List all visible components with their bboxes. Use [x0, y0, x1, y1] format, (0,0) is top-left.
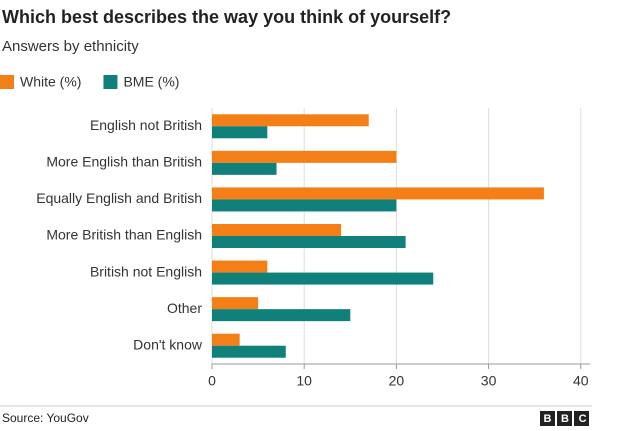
bar [212, 224, 342, 236]
bar [212, 272, 434, 285]
bar [212, 309, 351, 322]
x-tick-label: 30 [481, 373, 497, 389]
legend-swatch [0, 75, 14, 89]
y-tick-label: More British than English [46, 227, 202, 243]
legend-label: White (%) [20, 74, 81, 90]
x-tick-label: 10 [296, 373, 312, 389]
bar [212, 260, 268, 273]
y-tick-label: More English than British [46, 154, 202, 170]
source: Source: YouGov [2, 411, 89, 425]
bar [212, 333, 240, 346]
legend-swatch [103, 75, 118, 89]
x-tick-label: 0 [208, 373, 216, 389]
y-tick-label: Other [167, 300, 202, 316]
bar [212, 297, 259, 310]
bar [212, 236, 406, 248]
bar [212, 114, 369, 127]
x-tick-label: 20 [389, 373, 405, 389]
chart-subtitle: Answers by ethnicity [2, 38, 139, 55]
bar [212, 126, 268, 139]
chart-title: Which best describes the way you think o… [2, 7, 451, 27]
bar [212, 162, 277, 175]
x-tick-label: 40 [573, 373, 589, 389]
logo-box [574, 411, 589, 426]
bar [212, 150, 397, 163]
bar [212, 345, 286, 358]
legend-label: BME (%) [123, 74, 179, 90]
y-tick-label: English not British [90, 117, 202, 133]
y-tick-label: British not English [90, 263, 202, 279]
y-tick-label: Don't know [133, 336, 203, 352]
logo-box [557, 411, 572, 426]
logo: BBC [544, 413, 597, 425]
y-tick-label: Equally English and British [36, 190, 202, 206]
bar [212, 187, 544, 200]
bar [212, 199, 397, 212]
logo-box [540, 411, 555, 426]
